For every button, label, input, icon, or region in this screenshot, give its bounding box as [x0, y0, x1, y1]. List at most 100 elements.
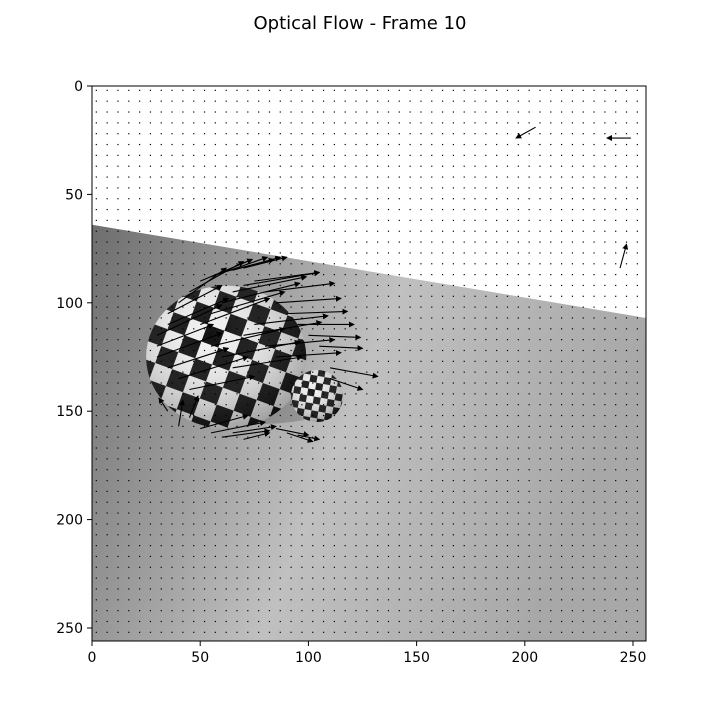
quiver-dot: [344, 241, 346, 243]
quiver-dot: [203, 436, 206, 438]
quiver-dot: [193, 588, 195, 590]
quiver-dot: [420, 382, 422, 384]
quiver-dot: [214, 458, 216, 460]
quiver-dot: [236, 198, 238, 200]
quiver-dot: [474, 89, 476, 91]
quiver-dot: [377, 566, 379, 568]
quiver-dot: [139, 436, 141, 438]
quiver-dot: [550, 577, 552, 579]
quiver-dot: [539, 566, 541, 568]
quiver-dot: [139, 610, 141, 612]
quiver-dot: [387, 176, 390, 178]
quiver-dot: [95, 360, 97, 362]
quiver-dot: [160, 501, 162, 503]
quiver-dot: [268, 458, 271, 460]
quiver-dot: [149, 501, 152, 503]
quiver-dot: [160, 414, 162, 417]
quiver-dot: [615, 599, 617, 601]
quiver-dot: [463, 295, 465, 297]
quiver-dot: [571, 263, 574, 265]
quiver-dot: [604, 501, 606, 503]
quiver-dot: [593, 284, 595, 287]
quiver-dot: [106, 555, 108, 558]
quiver-dot: [366, 274, 368, 276]
quiver-dot: [496, 371, 498, 373]
quiver-dot: [193, 349, 195, 352]
quiver-dot: [225, 436, 227, 438]
quiver-dot: [441, 143, 444, 146]
quiver-dot: [485, 545, 487, 547]
quiver-dot: [225, 479, 227, 482]
quiver-dot: [420, 317, 422, 319]
quiver-dot: [485, 620, 487, 623]
quiver-dot: [625, 479, 628, 482]
quiver-dot: [571, 219, 574, 222]
quiver-dot: [106, 479, 108, 482]
quiver-dot: [290, 631, 292, 633]
quiver-dot: [398, 360, 400, 362]
quiver-dot: [344, 404, 346, 406]
quiver-dot: [377, 512, 379, 514]
small-sphere-shading: [291, 370, 344, 422]
quiver-dot: [106, 610, 108, 612]
quiver-dot: [290, 241, 292, 243]
quiver-dot: [301, 241, 303, 243]
quiver-dot: [344, 111, 346, 113]
quiver-dot: [301, 339, 303, 341]
quiver-dot: [247, 100, 249, 102]
quiver-dot: [149, 230, 152, 232]
quiver-dot: [355, 317, 357, 319]
flow-arrow: [619, 243, 629, 269]
quiver-dot: [279, 436, 281, 438]
quiver-dot: [171, 154, 173, 156]
quiver-dot: [485, 89, 487, 91]
quiver-dot: [452, 122, 454, 124]
quiver-dot: [463, 317, 465, 319]
quiver-dot: [333, 274, 335, 276]
quiver-dot: [236, 208, 238, 211]
quiver-dot: [485, 458, 487, 460]
quiver-dot: [236, 404, 238, 406]
quiver-dot: [247, 111, 249, 113]
quiver-dot: [149, 436, 152, 438]
quiver-dot: [95, 122, 97, 124]
quiver-dot: [322, 404, 325, 406]
quiver-dot: [420, 284, 422, 287]
quiver-dot: [539, 111, 541, 113]
quiver-dot: [474, 631, 476, 633]
quiver-dot: [582, 219, 584, 222]
quiver-dot: [290, 436, 292, 438]
quiver-dot: [139, 328, 141, 330]
quiver-dot: [528, 122, 530, 124]
quiver-dot: [571, 523, 574, 525]
quiver-dot: [149, 198, 152, 200]
quiver-dot: [247, 447, 249, 449]
quiver-dot: [268, 284, 271, 287]
quiver-dot: [398, 404, 400, 406]
quiver-dot: [463, 208, 465, 211]
flow-arrow: [297, 434, 321, 442]
quiver-dot: [322, 610, 325, 612]
quiver-dot: [550, 230, 552, 232]
quiver-dot: [398, 306, 400, 308]
quiver-dot: [139, 176, 141, 178]
quiver-dot: [203, 469, 206, 471]
quiver-dot: [506, 252, 509, 254]
quiver-dot: [301, 610, 303, 612]
quiver-dot: [171, 523, 173, 525]
quiver-dot: [268, 620, 271, 623]
quiver-dot: [452, 111, 454, 113]
quiver-dot: [420, 620, 422, 623]
quiver-dot: [160, 274, 162, 276]
quiver-dot: [604, 566, 606, 568]
quiver-dot: [182, 458, 184, 460]
quiver-dot: [182, 610, 184, 612]
quiver-dot: [171, 111, 173, 113]
quiver-dot: [236, 360, 238, 362]
quiver-dot: [496, 143, 498, 146]
quiver-dot: [117, 295, 119, 297]
quiver-dot: [117, 263, 119, 265]
quiver-dot: [344, 198, 346, 200]
quiver-dot: [398, 241, 400, 243]
quiver-dot: [517, 577, 519, 579]
